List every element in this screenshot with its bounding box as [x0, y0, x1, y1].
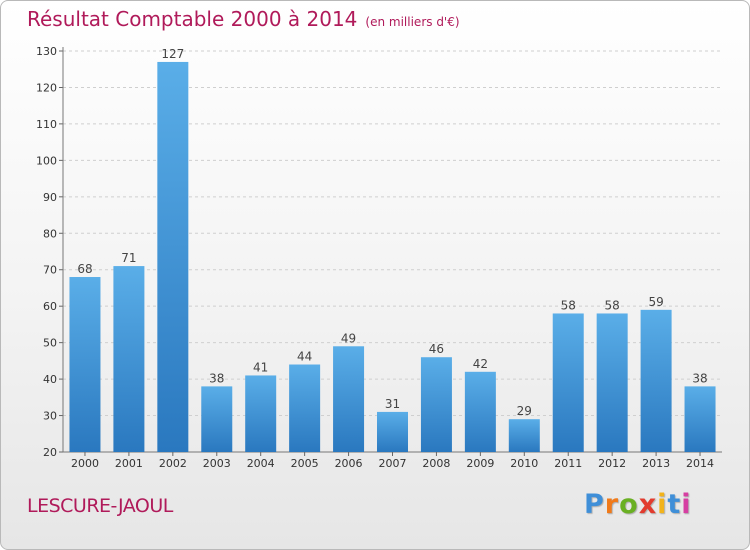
bar-value-label: 59 [648, 295, 663, 309]
bar [508, 419, 540, 452]
bar [157, 61, 189, 452]
bar [640, 309, 672, 452]
y-tick-label: 70 [43, 264, 57, 277]
bar-value-label: 68 [77, 262, 92, 276]
bar [69, 277, 101, 452]
logo-letter: o [619, 489, 639, 520]
commune-name: LESCURE-JAOUL [27, 495, 173, 517]
x-tick-label: 2009 [466, 457, 494, 470]
x-tick-label: 2011 [554, 457, 582, 470]
bar [289, 364, 321, 452]
bar [201, 386, 233, 452]
bar [333, 346, 365, 452]
logo-letter: t [667, 489, 682, 520]
bar-value-label: 58 [561, 298, 576, 312]
logo-letter: P [584, 489, 605, 520]
y-tick-label: 130 [36, 45, 57, 58]
y-tick-label: 110 [36, 118, 57, 131]
x-tick-label: 2013 [642, 457, 670, 470]
bar [420, 357, 452, 452]
bar-value-label: 31 [385, 397, 400, 411]
y-tick-label: 80 [43, 227, 57, 240]
bar-value-label: 44 [297, 350, 312, 364]
bar-value-label: 38 [692, 371, 707, 385]
bar-value-label: 29 [517, 404, 532, 418]
chart-title-text: Résultat Comptable 2000 à 2014 [27, 7, 358, 31]
y-tick-label: 100 [36, 154, 57, 167]
x-tick-label: 2014 [686, 457, 714, 470]
x-tick-label: 2006 [335, 457, 363, 470]
y-tick-label: 90 [43, 191, 57, 204]
bar [464, 371, 496, 452]
x-tick-label: 2007 [379, 457, 407, 470]
chart-unit-note: (en milliers d'€) [365, 15, 460, 29]
bar [113, 266, 145, 452]
bar-value-label: 38 [209, 371, 224, 385]
bar-value-label: 42 [473, 357, 488, 371]
y-tick-label: 50 [43, 337, 57, 350]
bar-value-label: 49 [341, 331, 356, 345]
bar [377, 411, 408, 452]
y-tick-label: 30 [43, 410, 57, 423]
bar [245, 375, 277, 452]
x-tick-label: 2001 [115, 457, 143, 470]
x-tick-label: 2003 [203, 457, 231, 470]
logo-letter: r [604, 489, 620, 520]
bar [684, 386, 716, 452]
logo-letter: i [681, 489, 692, 520]
logo-letter: x [638, 489, 658, 520]
y-tick-label: 60 [43, 300, 57, 313]
x-tick-label: 2012 [598, 457, 626, 470]
bar-value-label: 127 [161, 47, 184, 61]
bar [552, 313, 584, 452]
y-tick-label: 120 [36, 81, 57, 94]
x-tick-label: 2000 [71, 457, 99, 470]
x-tick-label: 2010 [510, 457, 538, 470]
x-tick-label: 2008 [422, 457, 450, 470]
proxiti-logo: Proxiti [584, 489, 692, 520]
bar [596, 313, 628, 452]
logo-letter: i [657, 489, 668, 520]
bar-value-label: 58 [605, 298, 620, 312]
bar-value-label: 46 [429, 342, 444, 356]
x-tick-label: 2004 [247, 457, 275, 470]
y-tick-label: 40 [43, 373, 57, 386]
bar-value-label: 71 [121, 251, 136, 265]
x-tick-label: 2005 [291, 457, 319, 470]
y-tick-label: 20 [43, 446, 57, 459]
chart-title: Résultat Comptable 2000 à 2014 (en millie… [27, 7, 460, 31]
x-tick-label: 2002 [159, 457, 187, 470]
bar-value-label: 41 [253, 360, 268, 374]
